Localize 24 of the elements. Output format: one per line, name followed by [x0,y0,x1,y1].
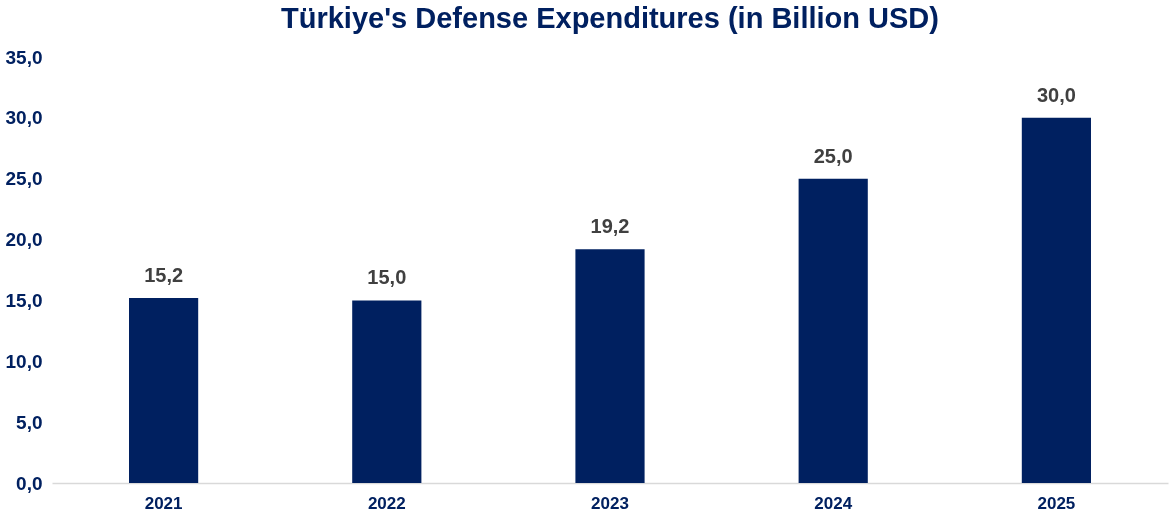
data-label: 30,0 [1036,83,1076,106]
bar [1021,117,1091,483]
y-tick-label: 10,0 [5,350,43,372]
y-tick-label: 30,0 [5,107,43,129]
x-tick-label: 2022 [367,493,406,513]
bar [798,178,868,483]
data-label: 25,0 [813,144,853,167]
y-tick-label: 5,0 [16,411,43,433]
x-tick-label: 2025 [1037,493,1076,513]
bar [575,249,645,483]
x-tick-label: 2021 [144,493,183,513]
chart-title: Türkiye's Defense Expenditures (in Billion USD) [281,2,939,34]
y-tick-label: 20,0 [5,229,43,251]
bar [352,300,422,483]
y-tick-label: 35,0 [5,46,43,68]
data-label: 15,0 [367,266,407,289]
y-tick-label: 0,0 [16,472,43,494]
data-label: 19,2 [590,215,630,238]
data-label: 15,2 [144,263,184,286]
bar [129,297,199,483]
y-tick-label: 25,0 [5,168,43,190]
x-tick-label: 2023 [591,493,629,513]
y-tick-label: 15,0 [5,289,43,311]
x-tick-label: 2024 [814,493,853,513]
